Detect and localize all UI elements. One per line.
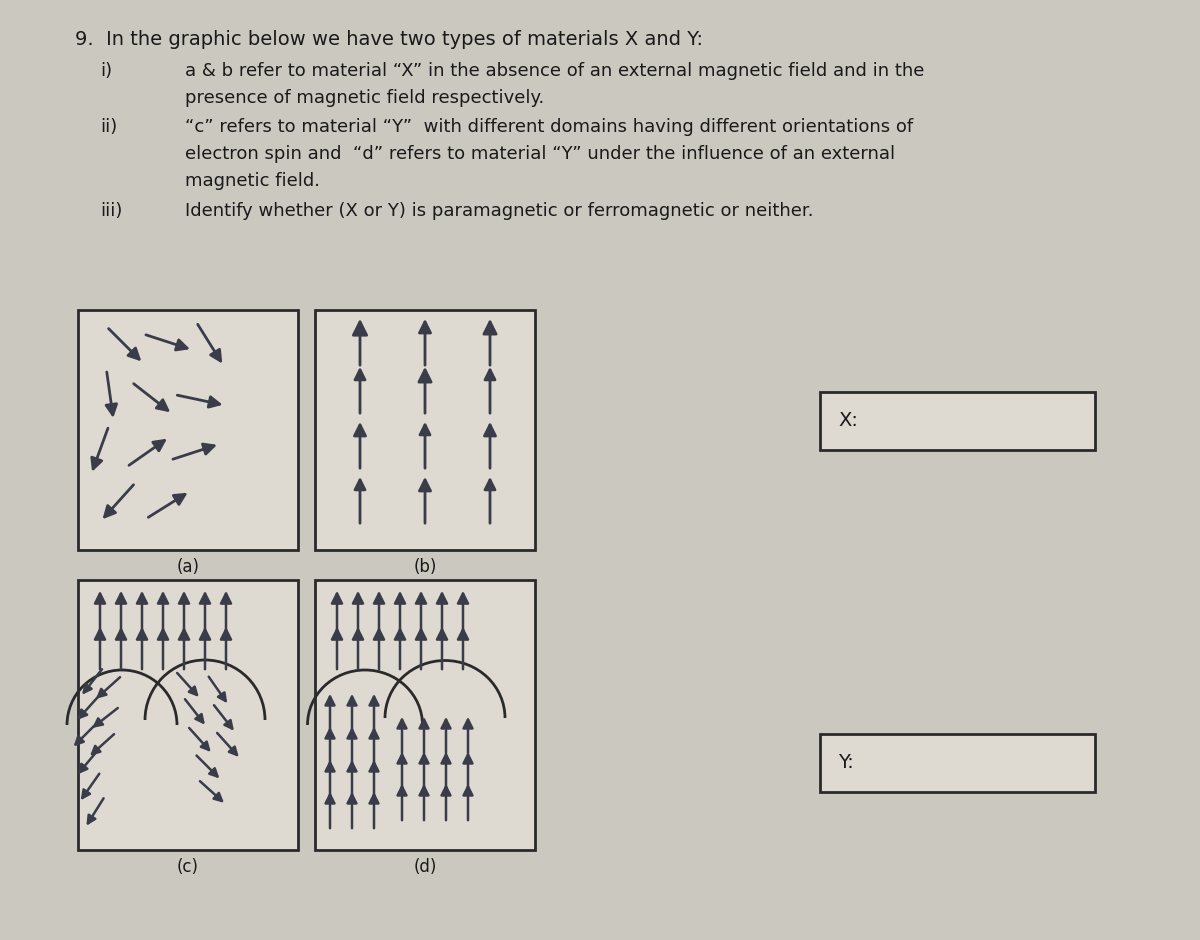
Text: iii): iii) [100, 202, 122, 220]
Text: Identify whether (X or Y) is paramagnetic or ferromagnetic or neither.: Identify whether (X or Y) is paramagneti… [185, 202, 814, 220]
Text: X:: X: [838, 412, 858, 431]
Bar [78, 580, 298, 850]
Bar [314, 580, 535, 850]
Text: 9.  In the graphic below we have two types of materials X and Y:: 9. In the graphic below we have two type… [74, 30, 703, 49]
Text: (d): (d) [413, 858, 437, 876]
Text: (a): (a) [176, 558, 199, 576]
Text: i): i) [100, 62, 112, 80]
Text: magnetic field.: magnetic field. [185, 172, 320, 190]
Bar [820, 392, 1096, 450]
Bar [314, 310, 535, 550]
Bar [820, 734, 1096, 792]
Text: (c): (c) [178, 858, 199, 876]
Text: (b): (b) [413, 558, 437, 576]
Text: presence of magnetic field respectively.: presence of magnetic field respectively. [185, 89, 545, 107]
Text: a & b refer to material “X” in the absence of an external magnetic field and in : a & b refer to material “X” in the absen… [185, 62, 924, 80]
Bar [78, 310, 298, 550]
Text: Y:: Y: [838, 754, 853, 773]
Text: ii): ii) [100, 118, 118, 136]
Text: electron spin and  “d” refers to material “Y” under the influence of an external: electron spin and “d” refers to material… [185, 145, 895, 163]
Text: “c” refers to material “Y”  with different domains having different orientations: “c” refers to material “Y” with differen… [185, 118, 913, 136]
